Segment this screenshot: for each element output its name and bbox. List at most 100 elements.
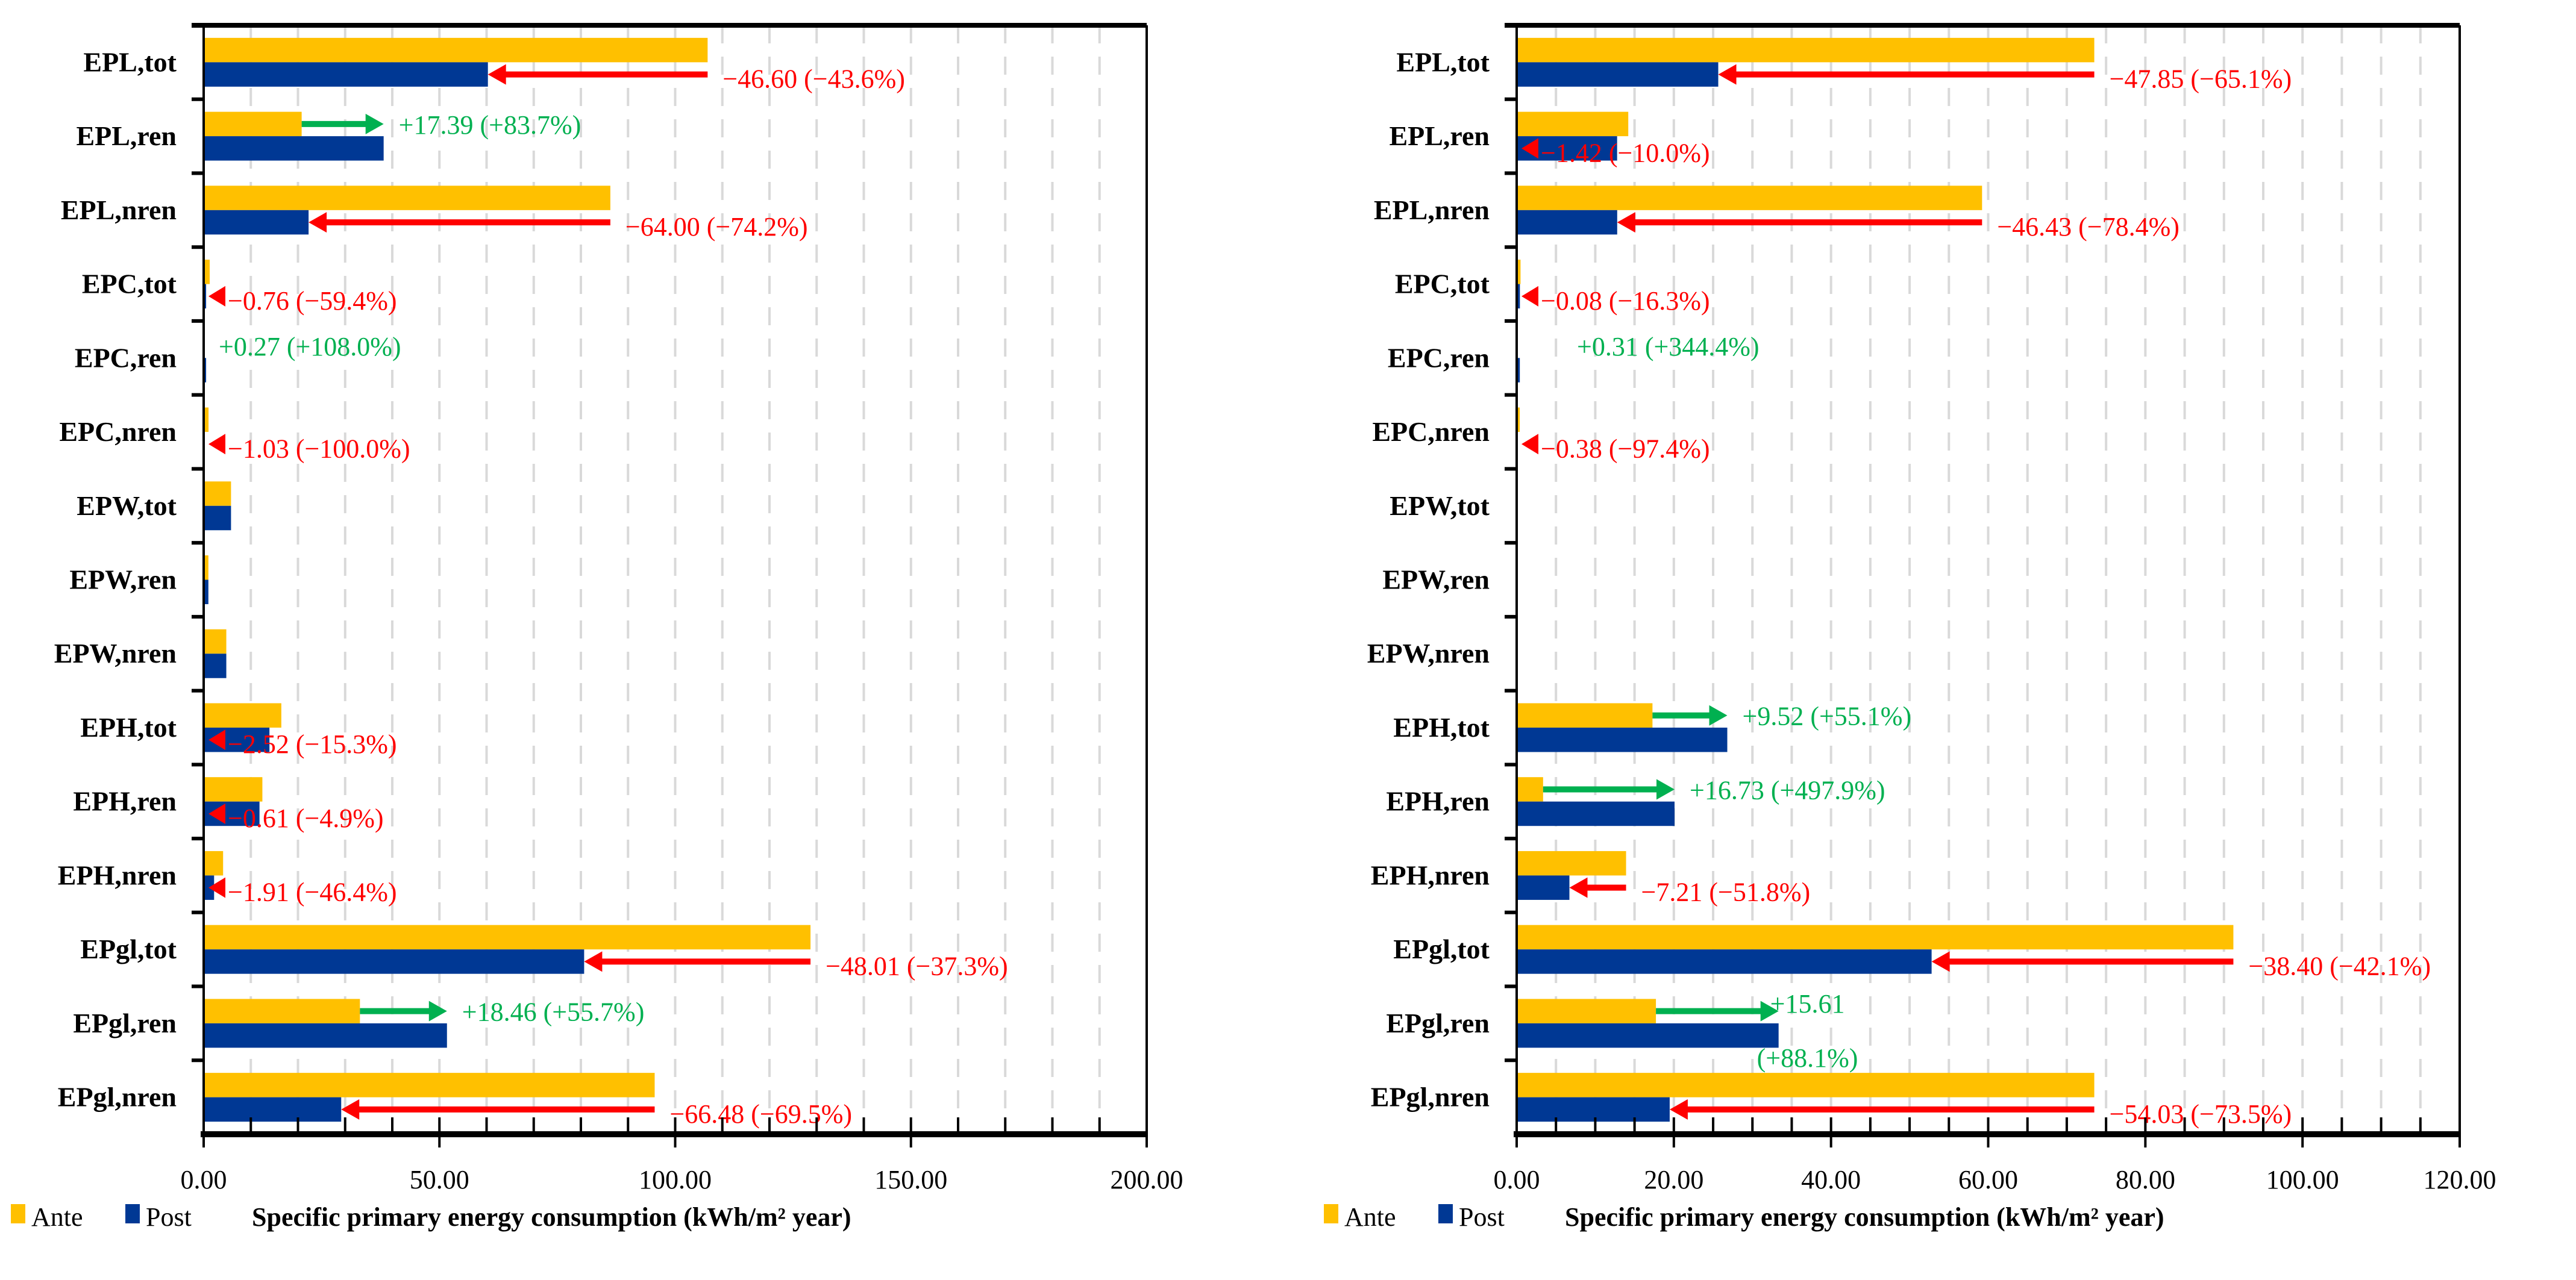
category-label: EPC,nren [1372, 416, 1490, 447]
change-annotation: −47.85 (−65.1%) [2110, 64, 2292, 94]
change-annotation: −1.03 (−100.0%) [228, 434, 410, 463]
legend-swatch-ante [1324, 1204, 1338, 1223]
bar-ante [204, 777, 263, 802]
category-label: EPC,nren [59, 416, 177, 447]
category-label: EPC,tot [1395, 269, 1490, 299]
bar-ante [204, 925, 811, 950]
change-annotation: −1.42 (−10.0%) [1541, 138, 1710, 167]
category-label: EPH,tot [1393, 712, 1490, 743]
category-label: EPC,ren [75, 342, 177, 373]
category-label: EPL,tot [83, 46, 177, 77]
category-label: EPL,ren [1389, 120, 1490, 151]
change-arrow-head [1931, 951, 1950, 972]
change-annotation: −46.60 (−43.6%) [722, 64, 905, 94]
category-label: EPH,nren [1371, 860, 1490, 890]
change-annotation: +15.61 (+88.1%) [1757, 989, 1858, 1073]
change-annotation: −48.01 (−37.3%) [826, 951, 1008, 981]
x-tick-label: 50.00 [410, 1165, 469, 1194]
change-arrow-head [487, 64, 506, 85]
change-arrow-head [208, 877, 225, 898]
bar-post [204, 1097, 342, 1122]
legend-label-ante: Ante [1344, 1202, 1396, 1232]
x-tick-label: 200.00 [1111, 1165, 1183, 1194]
bar-ante [1517, 1073, 2095, 1097]
category-label: EPW,tot [77, 490, 177, 521]
category-label: EPC,tot [82, 269, 177, 299]
x-axis-title: Specific primary energy consumption (kWh… [252, 1202, 851, 1232]
chart-panel-1: EPL,tot −46.60 (−43.6%) EPL,ren +17.39 (+83… [11, 23, 1183, 1232]
change-annotation: −1.91 (−46.4%) [228, 878, 397, 907]
bar-ante [204, 1073, 655, 1097]
category-label: EPgl,ren [1386, 1008, 1490, 1038]
bar-ante [204, 481, 231, 506]
bar-post [1517, 1097, 1670, 1122]
change-arrow-head [365, 113, 384, 134]
change-annotation: −0.08 (−16.3%) [1541, 286, 1710, 316]
change-annotation: −66.48 (−69.5%) [669, 1099, 852, 1129]
legend-swatch-post [1438, 1204, 1453, 1223]
change-arrow-head [208, 729, 225, 751]
bar-post [204, 358, 207, 382]
change-arrow-head [1521, 138, 1538, 159]
change-arrow-head [1669, 1099, 1688, 1120]
category-label: EPgl,tot [80, 934, 177, 964]
bar-ante [1517, 260, 1521, 284]
x-tick-label: 80.00 [2116, 1165, 2175, 1194]
bar-ante [204, 999, 360, 1023]
bar-post [1517, 284, 1520, 309]
category-label: EPL,nren [1374, 195, 1490, 225]
bar-post [1517, 62, 1719, 87]
category-label: EPgl,tot [1393, 934, 1490, 964]
category-label: EPH,ren [73, 786, 177, 817]
bar-ante [1517, 925, 2234, 950]
x-tick-label: 40.00 [1801, 1165, 1861, 1194]
bar-post [204, 210, 309, 235]
bar-post [1517, 875, 1570, 900]
bar-post [204, 949, 584, 974]
change-arrow-head [208, 434, 225, 455]
change-arrow-head [1760, 1001, 1779, 1022]
legend-label-post: Post [146, 1202, 192, 1232]
x-tick-label: 150.00 [874, 1165, 947, 1194]
change-arrow-head [584, 951, 603, 972]
change-arrow-head [1521, 286, 1538, 307]
bar-ante [204, 703, 281, 728]
annotation-line: (+88.1%) [1757, 1043, 1858, 1073]
legend-swatch-ante [11, 1204, 25, 1223]
change-annotation: +9.52 (+55.1%) [1743, 702, 1912, 731]
category-label: EPW,ren [1382, 564, 1490, 595]
bar-ante [204, 407, 209, 432]
change-annotation: +16.73 (+497.9%) [1690, 775, 1885, 805]
change-arrow-head [1718, 64, 1737, 85]
bar-ante [204, 37, 708, 63]
x-tick-label: 20.00 [1644, 1165, 1703, 1194]
bar-ante [204, 851, 224, 876]
bar-post [1517, 358, 1520, 382]
bar-ante [1517, 111, 1629, 137]
bar-ante [204, 555, 208, 580]
category-label: EPW,nren [54, 638, 177, 669]
x-tick-label: 100.00 [2266, 1165, 2339, 1194]
bar-ante [204, 111, 302, 137]
x-axis-title: Specific primary energy consumption (kWh… [1565, 1202, 2164, 1232]
bar-post [204, 505, 231, 531]
change-arrow-head [428, 1001, 447, 1022]
change-annotation: −46.43 (−78.4%) [1997, 212, 2180, 242]
category-label: EPH,tot [80, 712, 177, 743]
bar-post [1517, 949, 1932, 974]
change-annotation: −64.00 (−74.2%) [625, 212, 808, 242]
category-label: EPW,ren [69, 564, 177, 595]
category-label: EPC,ren [1388, 342, 1490, 373]
change-arrow-head [1709, 705, 1728, 726]
category-label: EPgl,nren [1371, 1082, 1490, 1113]
x-tick-label: 0.00 [1494, 1165, 1540, 1194]
change-arrow-head [341, 1099, 360, 1120]
category-label: EPgl,ren [73, 1008, 177, 1038]
change-annotation: −2.52 (−15.3%) [228, 729, 397, 759]
change-arrow-head [208, 286, 225, 307]
bar-ante [204, 186, 610, 210]
change-arrow-head [1656, 779, 1675, 800]
category-label: EPW,tot [1390, 490, 1490, 521]
bar-ante [1517, 999, 1656, 1023]
